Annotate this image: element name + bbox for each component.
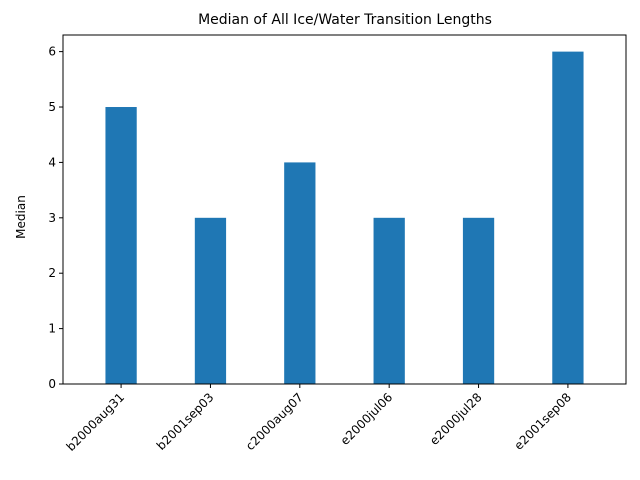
- x-tick-label: e2000jul28: [427, 390, 485, 448]
- bars-group: [105, 51, 584, 385]
- y-tick-label: 3: [48, 211, 56, 225]
- bar-e2000jul28: [462, 217, 495, 384]
- bar-e2001sep08: [552, 51, 584, 384]
- chart-title: Median of All Ice/Water Transition Lengt…: [198, 12, 492, 28]
- y-tick-label: 0: [48, 377, 56, 391]
- y-axis-ticks: 0 1 2 3 4 5 6: [48, 45, 63, 391]
- bar-b2001sep03: [194, 217, 227, 384]
- y-axis-label: Median: [14, 195, 28, 239]
- x-tick-label: c2000aug07: [243, 390, 306, 453]
- x-tick-label: e2001sep08: [511, 390, 574, 453]
- y-tick-label: 2: [48, 266, 56, 280]
- plot-frame: [62, 34, 627, 385]
- y-tick-label: 5: [48, 100, 56, 114]
- x-axis-ticks: b2000aug31 b2001sep03 c2000aug07 e2000jul06…: [64, 384, 574, 454]
- x-tick-label: b2001sep03: [154, 390, 217, 453]
- y-tick-label: 1: [48, 322, 56, 336]
- x-tick-label: b2000aug31: [64, 390, 128, 454]
- y-tick-label: 4: [48, 155, 56, 169]
- bar-c2000aug07: [284, 162, 316, 384]
- x-tick-label: e2000jul06: [338, 390, 396, 448]
- bar-b2000aug31: [105, 107, 137, 385]
- bar-e2000jul06: [373, 217, 405, 384]
- y-tick-label: 6: [48, 45, 56, 59]
